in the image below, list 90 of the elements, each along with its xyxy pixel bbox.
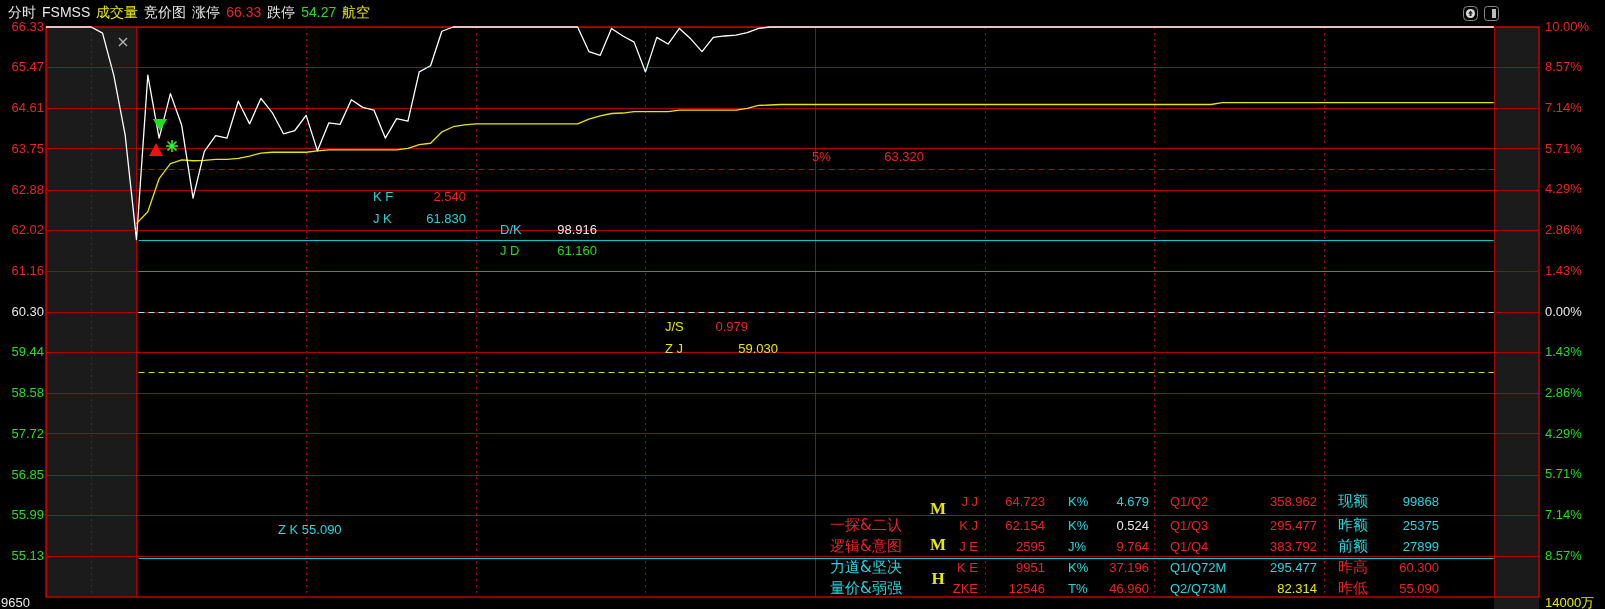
y-tick-label: 64.61 [11, 99, 44, 115]
y2-tick-label: 1.43% [1545, 262, 1583, 278]
annotation: 2.540 [433, 188, 466, 204]
y2-tick-label: 2.86% [1545, 222, 1583, 238]
y2-tick-label: 2.86% [1545, 385, 1583, 401]
annotation: H [931, 569, 945, 589]
annotation: T% [1068, 580, 1088, 596]
y2-tick-label: 10.00% [1545, 18, 1590, 34]
annotation: J% [1068, 538, 1087, 554]
annotation: 12546 [1008, 580, 1045, 596]
annotation: M [929, 499, 947, 519]
annotation: J/S [665, 318, 685, 334]
annotation: J J [961, 493, 978, 509]
annotation: K F [373, 188, 394, 204]
annotation: Q1/Q4 [1170, 538, 1209, 554]
y-tick-label: 60.30 [11, 303, 44, 319]
annotation: 60.300 [1399, 559, 1439, 575]
annotation: 现额 [1338, 491, 1368, 510]
y-tick-label: 62.88 [11, 181, 44, 197]
y-tick-label: 58.58 [11, 384, 44, 400]
annotation: J D [500, 242, 520, 258]
annotation: 25375 [1402, 517, 1439, 533]
annotation: ZKE [952, 580, 979, 596]
annotation: 295.477 [1270, 559, 1317, 575]
y-tick-label: 55.13 [11, 547, 44, 563]
y-tick-label: 63.75 [11, 140, 44, 156]
text: 14000万 [1545, 594, 1595, 609]
y2-tick-label: 1.43% [1545, 344, 1583, 360]
annotation: Q1/Q2 [1170, 493, 1209, 509]
annotation: 逻辑&意图 [830, 536, 902, 555]
annotation: Q1/Q72M [1170, 559, 1227, 575]
annotation: 59.030 [738, 340, 778, 356]
annotation: K% [1068, 559, 1089, 575]
annotation: 昨额 [1338, 515, 1368, 534]
annotation: K% [1068, 493, 1089, 509]
annotation: Q1/Q3 [1170, 517, 1209, 533]
annotation: 0.979 [715, 318, 748, 334]
annotation: 61.830 [426, 210, 466, 226]
y2-tick-label: 5.71% [1545, 466, 1583, 482]
annotation: 358.962 [1270, 493, 1317, 509]
y-tick-label: 66.33 [11, 18, 44, 34]
annotation: 55.090 [1399, 580, 1439, 596]
chart-title: 分时 FSMSS 成交量 竞价图 涨停 66.33 跌停 54.27 航空 [8, 4, 371, 20]
y2-tick-label: 7.14% [1545, 507, 1583, 523]
annotation: 0.524 [1116, 517, 1149, 533]
annotation: Z J [665, 340, 684, 356]
y-tick-label: 61.16 [11, 262, 44, 278]
y-tick-label: 65.47 [11, 59, 44, 75]
annotation: 2595 [1016, 538, 1045, 554]
y2-tick-label: 4.29% [1545, 425, 1583, 441]
annotation: 昨低 [1338, 578, 1368, 597]
annotation: 82.314 [1277, 580, 1317, 596]
annotation: Z K 55.090 [278, 521, 342, 537]
y2-tick-label: 4.29% [1545, 181, 1583, 197]
annotation: 383.792 [1270, 538, 1317, 554]
annotation: J K [373, 210, 393, 226]
annotation: 64.723 [1005, 493, 1045, 509]
annotation: K E [957, 559, 979, 575]
y2-tick-label: 5.71% [1545, 140, 1583, 156]
annotation: 前额 [1338, 536, 1368, 555]
annotation: 62.154 [1005, 517, 1045, 533]
annotation: 9951 [1016, 559, 1045, 575]
y-tick-label: 62.02 [11, 222, 44, 238]
y2-tick-label: 0.00% [1545, 303, 1583, 319]
annotation: 99868 [1402, 493, 1439, 509]
annotation: 一探&二认 [830, 515, 902, 534]
annotation: 9.764 [1116, 538, 1149, 554]
annotation: 力道&坚决 [830, 557, 902, 576]
y-tick-label: 55.99 [11, 507, 44, 523]
y2-tick-label: 8.57% [1545, 547, 1583, 563]
annotation: K J [959, 517, 978, 533]
annotation: Q2/Q73M [1170, 580, 1227, 596]
annotation: 昨高 [1338, 557, 1368, 576]
annotation: 63.320 [884, 148, 924, 164]
annotation: J E [959, 538, 979, 554]
annotation: 46.960 [1109, 580, 1149, 596]
y2-tick-label: 7.14% [1545, 100, 1583, 116]
y-tick-label: 57.72 [11, 425, 44, 441]
y-tick-label: 56.85 [11, 466, 44, 482]
y2-tick-label: 8.57% [1545, 59, 1583, 75]
annotation: 295.477 [1270, 517, 1317, 533]
annotation: M [929, 535, 947, 555]
annotation: 4.679 [1116, 493, 1149, 509]
y-tick-label: 59.44 [11, 344, 44, 360]
annotation: 37.196 [1109, 559, 1149, 575]
annotation: 61.160 [557, 242, 597, 258]
annotation: K% [1068, 517, 1089, 533]
text: 9650 [1, 594, 30, 609]
annotation: 量价&弱强 [830, 578, 902, 597]
annotation: 27899 [1402, 538, 1439, 554]
